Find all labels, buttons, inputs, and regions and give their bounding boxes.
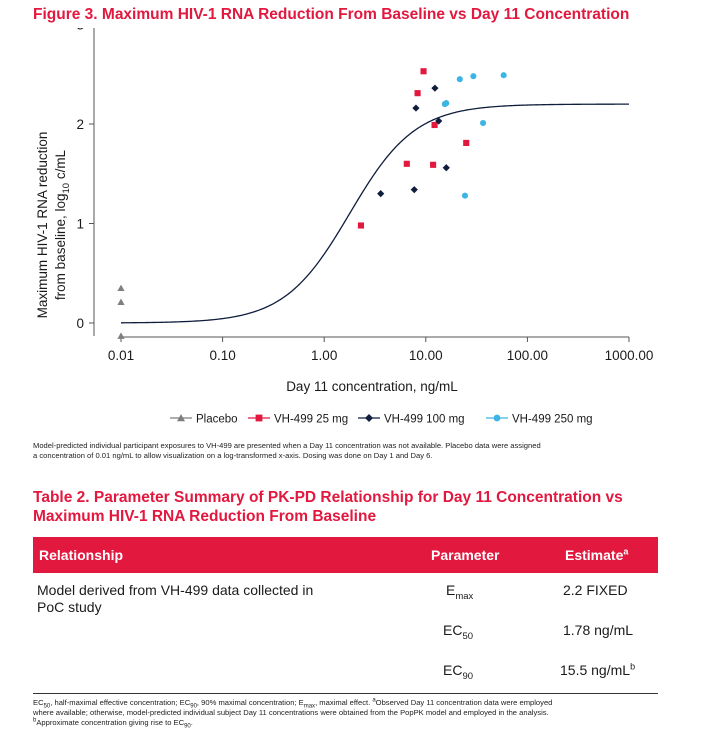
data-point [414, 90, 421, 97]
table-title: Table 2. Parameter Summary of PK-PD Rela… [33, 489, 623, 525]
param-ec90: EC90 [443, 662, 474, 682]
figure-note-line1: Model-predicted individual participant e… [33, 441, 541, 450]
x-tick-label: 100.00 [507, 348, 548, 363]
footnote-line3: bApproximate concentration giving rise t… [33, 717, 193, 730]
data-point [377, 190, 385, 198]
data-point [431, 121, 438, 129]
data-point [456, 76, 463, 83]
y-axis-label-line2: from baseline, log10 c/mL [53, 149, 72, 300]
x-tick-label: 0.10 [209, 348, 235, 363]
data-point [412, 104, 420, 112]
parameter-table: Relationship Parameter Estimatea Model d… [33, 537, 658, 694]
footnote-line2: where available; otherwise, model-predic… [33, 708, 549, 717]
table-footnote: EC50, half-maximal effective concentrati… [33, 697, 693, 730]
data-point [117, 284, 125, 292]
table-row: Model derived from VH-499 data collected… [33, 573, 658, 615]
footnote-line1: EC50, half-maximal effective concentrati… [33, 697, 553, 710]
y-tick-label: 1 [76, 217, 84, 232]
data-point [117, 332, 125, 339]
figure-note-line2: a concentration of 0.01 ng/mL to allow v… [33, 451, 433, 460]
param-ec50: EC50 [443, 622, 474, 642]
x-tick-label: 1000.00 [605, 348, 654, 363]
chart-axes: 0 1 2 3 0.01 0.10 1.00 10.00 100.00 1000.00 [76, 28, 653, 363]
legend-label: VH-499 100 mg [384, 414, 465, 426]
chart-legend: Placebo VH-499 25 mg VH-499 100 mg VH-499 2… [170, 414, 593, 426]
data-point [117, 298, 125, 305]
legend-label: VH-499 25 mg [274, 414, 348, 426]
data-point [410, 186, 418, 194]
table-row: EC90 15.5 ng/mLb [33, 649, 658, 687]
y-tick-label: 3 [76, 28, 84, 33]
legend-marker [177, 414, 185, 422]
data-point [479, 119, 487, 127]
data-point [435, 117, 443, 125]
y-tick-label: 2 [76, 117, 84, 132]
chart-plot: 0 1 2 3 0.01 0.10 1.00 10.00 100.00 1000.00 Maxim… [35, 28, 653, 394]
legend-marker [365, 414, 373, 422]
x-tick-label: 1.00 [311, 348, 337, 363]
data-point [403, 160, 410, 167]
header-relationship: Relationship [39, 547, 124, 563]
fit-curve-layer [120, 103, 629, 324]
figure-note: Model-predicted individual participant e… [33, 441, 683, 461]
data-point [470, 73, 477, 80]
x-axis-label: Day 11 concentration, ng/mL [286, 379, 458, 394]
data-points-layer [117, 68, 507, 339]
param-emax: Emax [446, 582, 474, 602]
data-point [431, 84, 439, 92]
fit-curve [120, 103, 629, 324]
data-point [357, 222, 365, 229]
data-point [420, 68, 427, 75]
data-point [443, 100, 450, 107]
data-point [463, 139, 470, 146]
relationship-line2: PoC study [37, 599, 102, 615]
relationship-cell: Model derived from VH-499 data collected… [37, 582, 313, 616]
value-ec50: 1.78 ng/mL [563, 622, 634, 638]
legend-label: VH-499 250 mg [512, 414, 593, 426]
data-point [461, 192, 469, 199]
table-row: EC50 1.78 ng/mL [33, 611, 658, 649]
y-axis-label-line1: Maximum HIV-1 RNA reduction [35, 132, 50, 319]
table-bottom-rule [33, 693, 658, 694]
legend-marker [255, 414, 263, 422]
value-emax: 2.2 FIXED [563, 582, 628, 598]
data-point [430, 161, 437, 168]
legend-label: Placebo [196, 414, 238, 426]
table-header: Relationship Parameter Estimatea [33, 537, 658, 573]
figure-title: Figure 3. Maximum HIV-1 RNA Reduction Fr… [33, 6, 630, 23]
legend-marker [493, 414, 501, 422]
x-tick-label: 0.01 [108, 348, 134, 363]
value-ec90: 15.5 ng/mLb [560, 661, 636, 678]
data-point [500, 72, 507, 79]
x-tick-label: 10.00 [409, 348, 443, 363]
header-estimate: Estimatea [565, 546, 629, 563]
data-point [442, 164, 450, 172]
relationship-line1: Model derived from VH-499 data collected… [37, 582, 314, 598]
header-parameter: Parameter [431, 547, 500, 563]
y-tick-label: 0 [76, 316, 84, 331]
